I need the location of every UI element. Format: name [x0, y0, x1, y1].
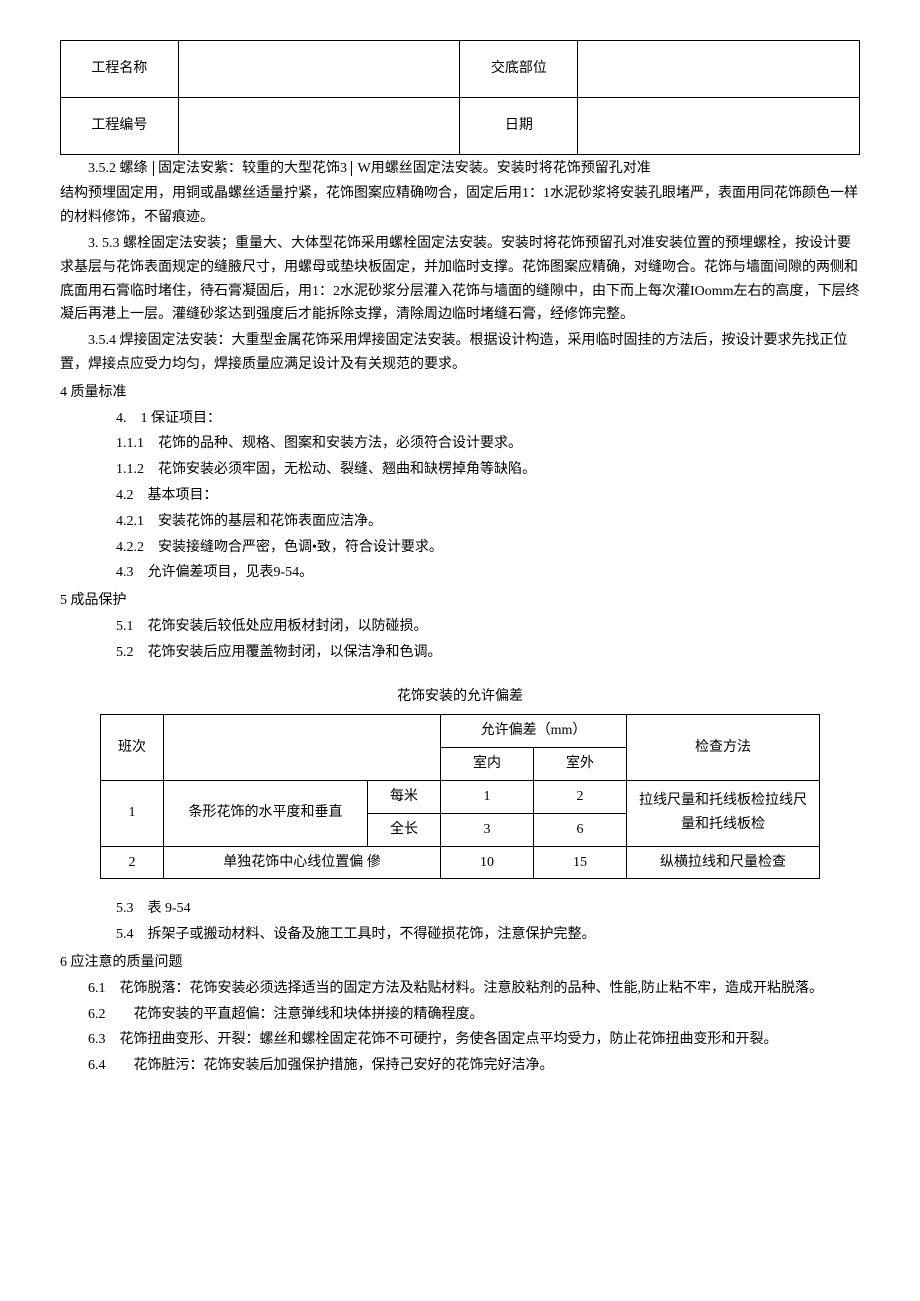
value-project-no — [178, 97, 460, 154]
value-project-name — [178, 41, 460, 98]
para-3-5-2-line1: 3.5.2 螺绦 固定法安紫：较重的大型花饰3 W用螺丝固定法安装。安装时将花饰… — [60, 157, 860, 181]
cell-in-2: 10 — [441, 846, 534, 879]
cell-out-1b: 6 — [534, 813, 627, 846]
cell-unit-1a: 每米 — [368, 780, 441, 813]
value-date — [578, 97, 860, 154]
value-disclosure-part — [578, 41, 860, 98]
label-date: 日期 — [460, 97, 578, 154]
cell-method-1: 拉线尺量和托线板检拉线尺量和托线板检 — [627, 780, 820, 846]
tolerance-row-1a: 1 条形花饰的水平度和垂直 每米 1 2 拉线尺量和托线板检拉线尺量和托线板检 — [101, 780, 820, 813]
item-4-2: 4.2 基本项目： — [60, 484, 860, 508]
item-5-2: 5.2 花饰安装后应用覆盖物封闭，以保洁净和色调。 — [60, 641, 860, 665]
item-6-1: 6.1 花饰脱落：花饰安装必须选择适当的固定方法及粘贴材料。注意胶粘剂的品种、性… — [60, 977, 860, 1001]
item-4-1: 4. 1 保证项目： — [60, 407, 860, 431]
header-row-1: 工程名称 交底部位 — [61, 41, 860, 98]
section-6-head: 6 应注意的质量问题 — [60, 951, 860, 975]
label-project-no: 工程编号 — [61, 97, 179, 154]
th-item — [164, 715, 441, 781]
item-1-1-2: 1.1.2 花饰安装必须牢固，无松动、裂缝、翘曲和缺楞掉角等缺陷。 — [60, 458, 860, 482]
item-6-4: 6.4 花饰脏污：花饰安装后加强保护措施，保持己安好的花饰完好洁净。 — [60, 1054, 860, 1078]
cell-method-2: 纵横拉线和尺量检查 — [627, 846, 820, 879]
item-4-3: 4.3 允许偏差项目，见表9-54。 — [60, 561, 860, 585]
cell-out-2: 15 — [534, 846, 627, 879]
item-6-3: 6.3 花饰扭曲变形、开裂：螺丝和螺栓固定花饰不可硬拧，务使各固定点平均受力，防… — [60, 1028, 860, 1052]
cell-unit-1b: 全长 — [368, 813, 441, 846]
para-3-5-3: 3. 5.3 螺栓固定法安装；重量大、大体型花饰采用螺栓固定法安装。安装时将花饰… — [60, 232, 860, 327]
para-3-5-4: 3.5.4 焊接固定法安装：大重型金属花饰采用焊接固定法安装。根据设计构造，采用… — [60, 329, 860, 377]
item-5-4: 5.4 拆架子或搬动材料、设备及施工工具时，不得碰损花饰，注意保护完整。 — [60, 923, 860, 947]
cell-in-1b: 3 — [441, 813, 534, 846]
text-352c: W用螺丝固定法安装。安装时将花饰预留孔对准 — [358, 161, 651, 176]
th-indoor: 室内 — [441, 748, 534, 781]
item-4-2-1: 4.2.1 安装花饰的基层和花饰表面应洁净。 — [60, 510, 860, 534]
para-3-5-2-cont: 结构预埋固定用，用铜或晶螺丝适量拧紧，花饰图案应精确吻合，固定后用1：1水泥砂浆… — [60, 182, 860, 230]
th-outdoor: 室外 — [534, 748, 627, 781]
cell-seq-1: 1 — [101, 780, 164, 846]
cell-item-2: 单独花饰中心线位置偏 傪 — [164, 846, 441, 879]
th-seq: 班次 — [101, 715, 164, 781]
item-4-2-2: 4.2.2 安装接缝吻合严密，色调•致，符合设计要求。 — [60, 536, 860, 560]
cell-item-1: 条形花饰的水平度和垂直 — [164, 780, 368, 846]
cell-out-1a: 2 — [534, 780, 627, 813]
document-body: 3.5.2 螺绦 固定法安紫：较重的大型花饰3 W用螺丝固定法安装。安装时将花饰… — [60, 157, 860, 1078]
label-disclosure-part: 交底部位 — [460, 41, 578, 98]
tolerance-row-2: 2 单独花饰中心线位置偏 傪 10 15 纵横拉线和尺量检查 — [101, 846, 820, 879]
header-row-2: 工程编号 日期 — [61, 97, 860, 154]
section-4-head: 4 质量标准 — [60, 381, 860, 405]
th-method: 检查方法 — [627, 715, 820, 781]
text-352b: 固定法安紫：较重的大型花饰3 — [153, 161, 352, 176]
tolerance-head-row1: 班次 允许偏差（mm） 检查方法 — [101, 715, 820, 748]
tolerance-table: 班次 允许偏差（mm） 检查方法 室内 室外 1 条形花饰的水平度和垂直 每米 … — [100, 714, 820, 879]
section-5-head: 5 成品保护 — [60, 589, 860, 613]
item-5-3: 5.3 表 9-54 — [60, 897, 860, 921]
cell-in-1a: 1 — [441, 780, 534, 813]
item-6-2: 6.2 花饰安装的平直超偏：注意弹线和块体拼接的精确程度。 — [60, 1003, 860, 1027]
text-352a: 3.5.2 螺绦 — [88, 161, 148, 176]
project-header-table: 工程名称 交底部位 工程编号 日期 — [60, 40, 860, 155]
item-1-1-1: 1.1.1 花饰的品种、规格、图案和安装方法，必须符合设计要求。 — [60, 432, 860, 456]
tolerance-table-title: 花饰安装的允许偏差 — [60, 685, 860, 709]
cell-seq-2: 2 — [101, 846, 164, 879]
item-5-1: 5.1 花饰安装后较低处应用板材封闭，以防碰损。 — [60, 615, 860, 639]
th-tolerance-group: 允许偏差（mm） — [441, 715, 627, 748]
label-project-name: 工程名称 — [61, 41, 179, 98]
